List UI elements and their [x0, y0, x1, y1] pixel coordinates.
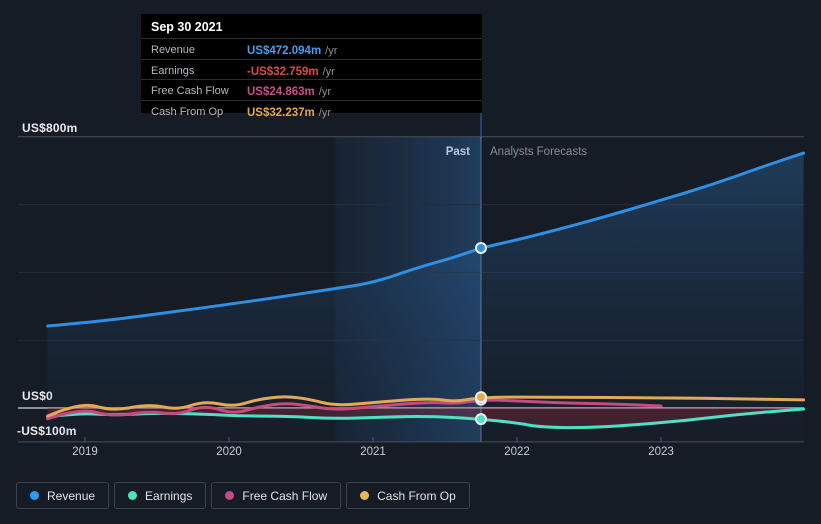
tooltip-unit: /yr: [325, 45, 338, 57]
tooltip-label: Cash From Op: [151, 105, 224, 118]
legend: Revenue Earnings Free Cash Flow Cash Fro…: [16, 482, 470, 509]
tooltip-unit: /yr: [322, 65, 335, 78]
tooltip: Sep 30 2021 Revenue US$472.094m/yr Earni…: [141, 14, 482, 119]
tooltip-row-free-cash-flow: Free Cash Flow US$24.863m/yr: [141, 79, 482, 100]
y-axis-label-800m: US$800m: [22, 121, 78, 135]
forecast-section-label: Analysts Forecasts: [490, 146, 588, 158]
tooltip-label: Earnings: [151, 64, 195, 77]
x-axis-label-2023: 2023: [648, 446, 674, 458]
tooltip-value: US$32.237m: [247, 106, 315, 119]
tooltip-date: Sep 30 2021: [151, 20, 223, 34]
tooltip-row-revenue: Revenue US$472.094m/yr: [141, 38, 482, 59]
earnings-color-dot: [128, 491, 138, 500]
revenue-color-dot: [30, 491, 39, 500]
y-axis-label-0: US$0: [22, 389, 53, 403]
tooltip-row-cash-from-op: Cash From Op US$32.237m/yr: [141, 99, 482, 121]
x-axis-label-2022: 2022: [504, 446, 530, 458]
free-cash-flow-color-dot: [225, 491, 235, 500]
time-divider-line: [480, 112, 482, 138]
tooltip-value: -US$32.759m: [247, 65, 319, 78]
tooltip-value: US$24.863m: [247, 86, 315, 98]
tooltip-unit: /yr: [318, 86, 332, 98]
legend-item-cash-from-op[interactable]: Cash From Op: [346, 482, 470, 509]
x-axis-label-2021: 2021: [360, 446, 386, 458]
tooltip-label: Free Cash Flow: [151, 85, 229, 97]
chart-canvas[interactable]: [18, 136, 806, 443]
x-axis-label-2019: 2019: [72, 446, 98, 458]
tooltip-value: US$472.094m: [247, 45, 322, 57]
x-axis-label-2020: 2020: [216, 446, 242, 458]
legend-label: Free Cash Flow: [242, 488, 328, 503]
legend-label: Revenue: [47, 488, 96, 503]
cash-from-op-color-dot: [360, 491, 370, 500]
legend-label: Cash From Op: [377, 488, 456, 503]
tooltip-label: Revenue: [151, 44, 196, 56]
legend-item-earnings[interactable]: Earnings: [114, 482, 207, 509]
tooltip-unit: /yr: [318, 106, 332, 119]
legend-label: Earnings: [145, 488, 193, 503]
tooltip-row-earnings: Earnings -US$32.759m/yr: [141, 58, 482, 80]
legend-item-revenue[interactable]: Revenue: [16, 482, 110, 509]
legend-item-free-cash-flow[interactable]: Free Cash Flow: [211, 482, 342, 509]
plot-area[interactable]: [18, 136, 806, 443]
